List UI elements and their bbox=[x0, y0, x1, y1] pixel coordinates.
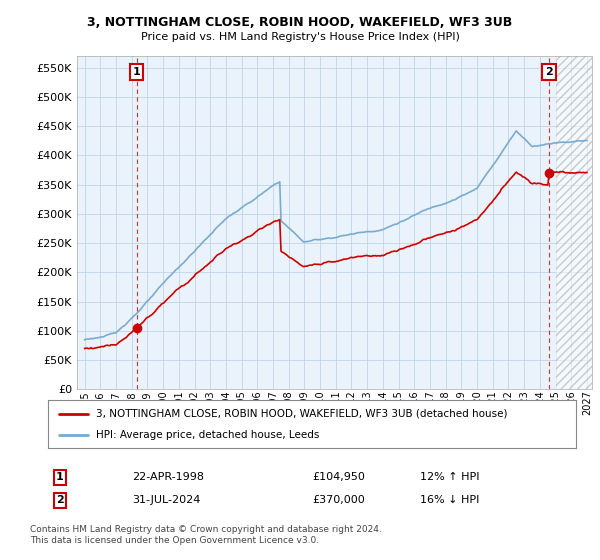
Text: 2: 2 bbox=[56, 495, 64, 505]
Text: HPI: Average price, detached house, Leeds: HPI: Average price, detached house, Leed… bbox=[95, 430, 319, 440]
Text: 1: 1 bbox=[133, 67, 140, 77]
Text: 22-APR-1998: 22-APR-1998 bbox=[132, 472, 204, 482]
Text: £104,950: £104,950 bbox=[312, 472, 365, 482]
Bar bbox=[556, 56, 592, 389]
Text: 12% ↑ HPI: 12% ↑ HPI bbox=[420, 472, 479, 482]
Text: 3, NOTTINGHAM CLOSE, ROBIN HOOD, WAKEFIELD, WF3 3UB (detached house): 3, NOTTINGHAM CLOSE, ROBIN HOOD, WAKEFIE… bbox=[95, 409, 507, 419]
Text: 31-JUL-2024: 31-JUL-2024 bbox=[132, 495, 200, 505]
Text: 1: 1 bbox=[56, 472, 64, 482]
Text: 16% ↓ HPI: 16% ↓ HPI bbox=[420, 495, 479, 505]
Text: Contains HM Land Registry data © Crown copyright and database right 2024.
This d: Contains HM Land Registry data © Crown c… bbox=[30, 525, 382, 545]
Text: £370,000: £370,000 bbox=[312, 495, 365, 505]
Text: 3, NOTTINGHAM CLOSE, ROBIN HOOD, WAKEFIELD, WF3 3UB: 3, NOTTINGHAM CLOSE, ROBIN HOOD, WAKEFIE… bbox=[88, 16, 512, 29]
Text: 2: 2 bbox=[545, 67, 553, 77]
Text: Price paid vs. HM Land Registry's House Price Index (HPI): Price paid vs. HM Land Registry's House … bbox=[140, 32, 460, 42]
Bar bbox=[556, 56, 592, 389]
